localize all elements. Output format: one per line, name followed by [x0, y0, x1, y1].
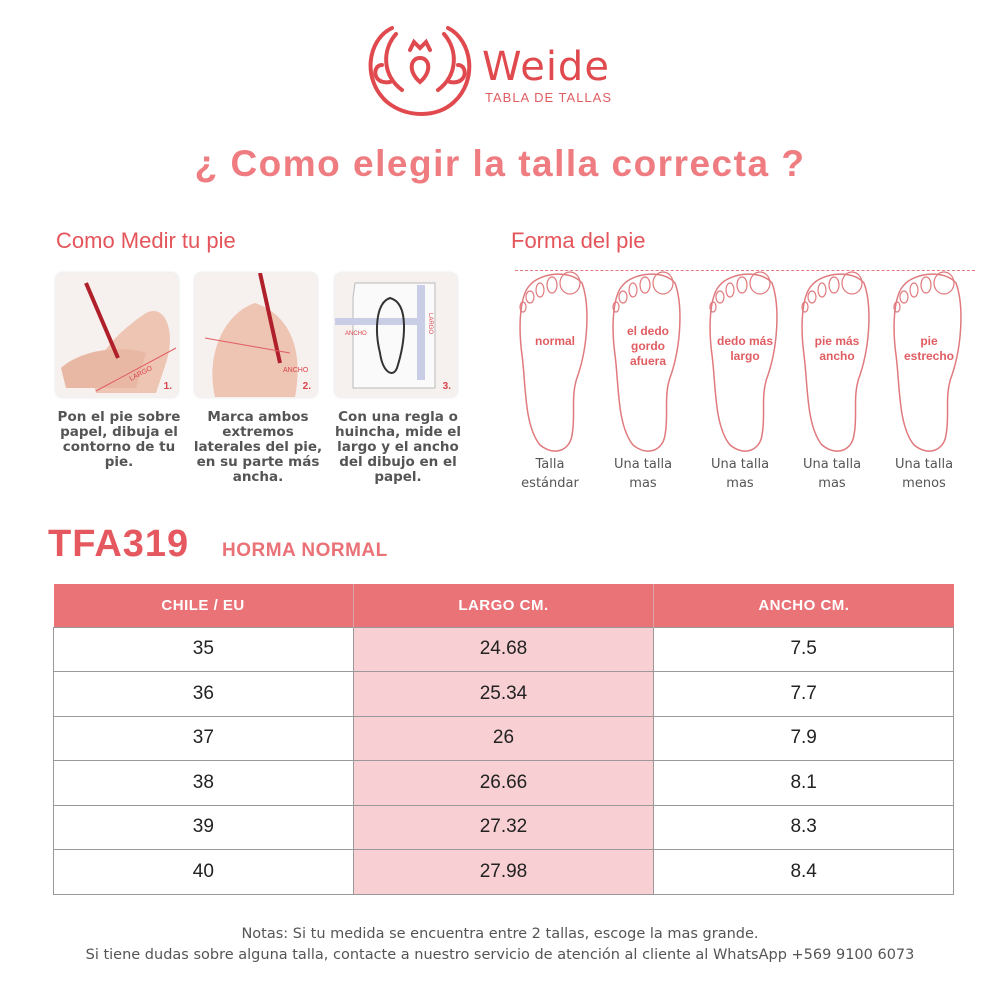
foot-shape-label: Talla estándar: [505, 455, 595, 493]
foot-shape-label: Una talla mas: [787, 455, 877, 493]
cell-length: 26: [352, 715, 655, 761]
table-row: 38 26.66 8.1: [53, 760, 954, 806]
foot-shape-2: el dedo gordo afuera: [603, 265, 693, 460]
cell-size: 38: [53, 760, 354, 806]
step-number: 3.: [442, 381, 451, 392]
model-code: TFA319: [48, 523, 190, 565]
step-3-caption: Con una regla o huincha, mide el largo y…: [334, 409, 461, 485]
foot-shape-text: afuera: [630, 354, 666, 368]
toe-reference-line: [515, 270, 975, 271]
foot-shape-label: Una talla mas: [695, 455, 785, 493]
foot-label-line-1: Una talla: [613, 457, 673, 472]
foot-shape-section-title: Forma del pie: [511, 228, 646, 253]
table-row: 35 24.68 7.5: [53, 626, 954, 672]
foot-tracing-illustration: LARGO: [61, 282, 177, 393]
cell-length: 25.34: [352, 671, 655, 717]
foot-shape-label: Una talla mas: [598, 455, 688, 493]
foot-shape-1: normal: [510, 265, 600, 460]
brand-name: Weide: [482, 44, 610, 90]
cell-length: 27.98: [352, 849, 655, 895]
step-1-image: LARGO 1.: [56, 273, 178, 397]
foot-shape-text: el dedo: [627, 324, 669, 338]
last-type: HORMA NORMAL: [222, 540, 388, 561]
foot-label-line-1: Talla: [535, 457, 565, 472]
foot-shape-text: pie más: [815, 334, 860, 348]
foot-label-line-2: menos: [902, 476, 946, 491]
foot-shape-4: pie más ancho: [792, 265, 882, 460]
column-header-size: CHILE / EU: [53, 584, 354, 627]
largo-tag: LARGO: [427, 313, 433, 334]
cell-width: 7.7: [653, 671, 954, 717]
logo-swan-icon: [368, 26, 472, 116]
paper-ruler-illustration: ANCHO LARGO: [335, 282, 436, 389]
foot-label-line-1: Una talla: [894, 457, 954, 472]
tagline: TABLA DE TALLAS: [485, 90, 612, 105]
note-line-1: Notas: Si tu medida se encuentra entre 2…: [241, 926, 759, 942]
foot-shape-text: normal: [535, 334, 575, 348]
page-title: ¿ Como elegir la talla correcta ?: [194, 143, 806, 184]
step-3-image: ANCHO LARGO 3.: [335, 273, 457, 397]
cell-size: 37: [53, 715, 354, 761]
foot-shape-text: pie: [920, 334, 938, 348]
notes: Notas: Si tu medida se encuentra entre 2…: [0, 924, 1000, 966]
foot-shape-text: ancho: [819, 349, 854, 363]
foot-label-line-2: estándar: [521, 476, 579, 491]
ancho-tag: ANCHO: [283, 367, 309, 374]
cell-length: 24.68: [352, 626, 655, 672]
step-1-caption: Pon el pie sobre papel, dibuja el contor…: [57, 409, 181, 470]
table-row: 40 27.98 8.4: [53, 849, 954, 895]
table-row: 39 27.32 8.3: [53, 804, 954, 850]
foot-shape-label: Una talla menos: [879, 455, 969, 493]
cell-width: 8.1: [653, 760, 954, 806]
cell-size: 35: [53, 626, 354, 672]
foot-shape-text: dedo más: [717, 334, 773, 348]
note-line-2: Si tiene dudas sobre alguna talla, conta…: [85, 947, 915, 963]
cell-length: 27.32: [352, 804, 655, 850]
step-2-image: ANCHO 2.: [195, 273, 317, 397]
cell-size: 36: [53, 671, 354, 717]
cell-width: 8.3: [653, 804, 954, 850]
table-row: 36 25.34 7.7: [53, 671, 954, 717]
cell-length: 26.66: [352, 760, 655, 806]
foot-shape-3: dedo más largo: [700, 265, 790, 460]
size-table: CHILE / EU LARGO CM. ANCHO CM. 35 24.68 7.…: [53, 584, 954, 895]
foot-shape-text: largo: [730, 349, 759, 363]
column-header-length: LARGO CM.: [353, 584, 655, 627]
foot-shape-5: pie estrecho: [884, 265, 974, 460]
cell-size: 39: [53, 804, 354, 850]
ancho-tag: ANCHO: [345, 331, 367, 337]
foot-outline-icon: normal: [519, 271, 588, 452]
cell-width: 7.9: [653, 715, 954, 761]
step-number: 2.: [302, 381, 311, 392]
step-number: 1.: [163, 381, 172, 392]
cell-width: 8.4: [653, 849, 954, 895]
table-header-row: CHILE / EU LARGO CM. ANCHO CM.: [53, 584, 954, 627]
measure-section-title: Como Medir tu pie: [56, 228, 236, 253]
foot-label-line-1: Una talla: [710, 457, 770, 472]
cell-size: 40: [53, 849, 354, 895]
cell-width: 7.5: [653, 626, 954, 672]
foot-width-illustration: ANCHO: [204, 273, 309, 397]
table-row: 37 26 7.9: [53, 715, 954, 761]
foot-shape-text: estrecho: [904, 349, 954, 363]
foot-shape-text: gordo: [631, 339, 665, 353]
foot-label-line-2: mas: [818, 476, 846, 491]
foot-label-line-1: Una talla: [802, 457, 862, 472]
foot-label-line-2: mas: [726, 476, 754, 491]
step-2-caption: Marca ambos extremos laterales del pie, …: [193, 409, 323, 485]
foot-label-line-2: mas: [629, 476, 657, 491]
column-header-width: ANCHO CM.: [653, 584, 954, 627]
